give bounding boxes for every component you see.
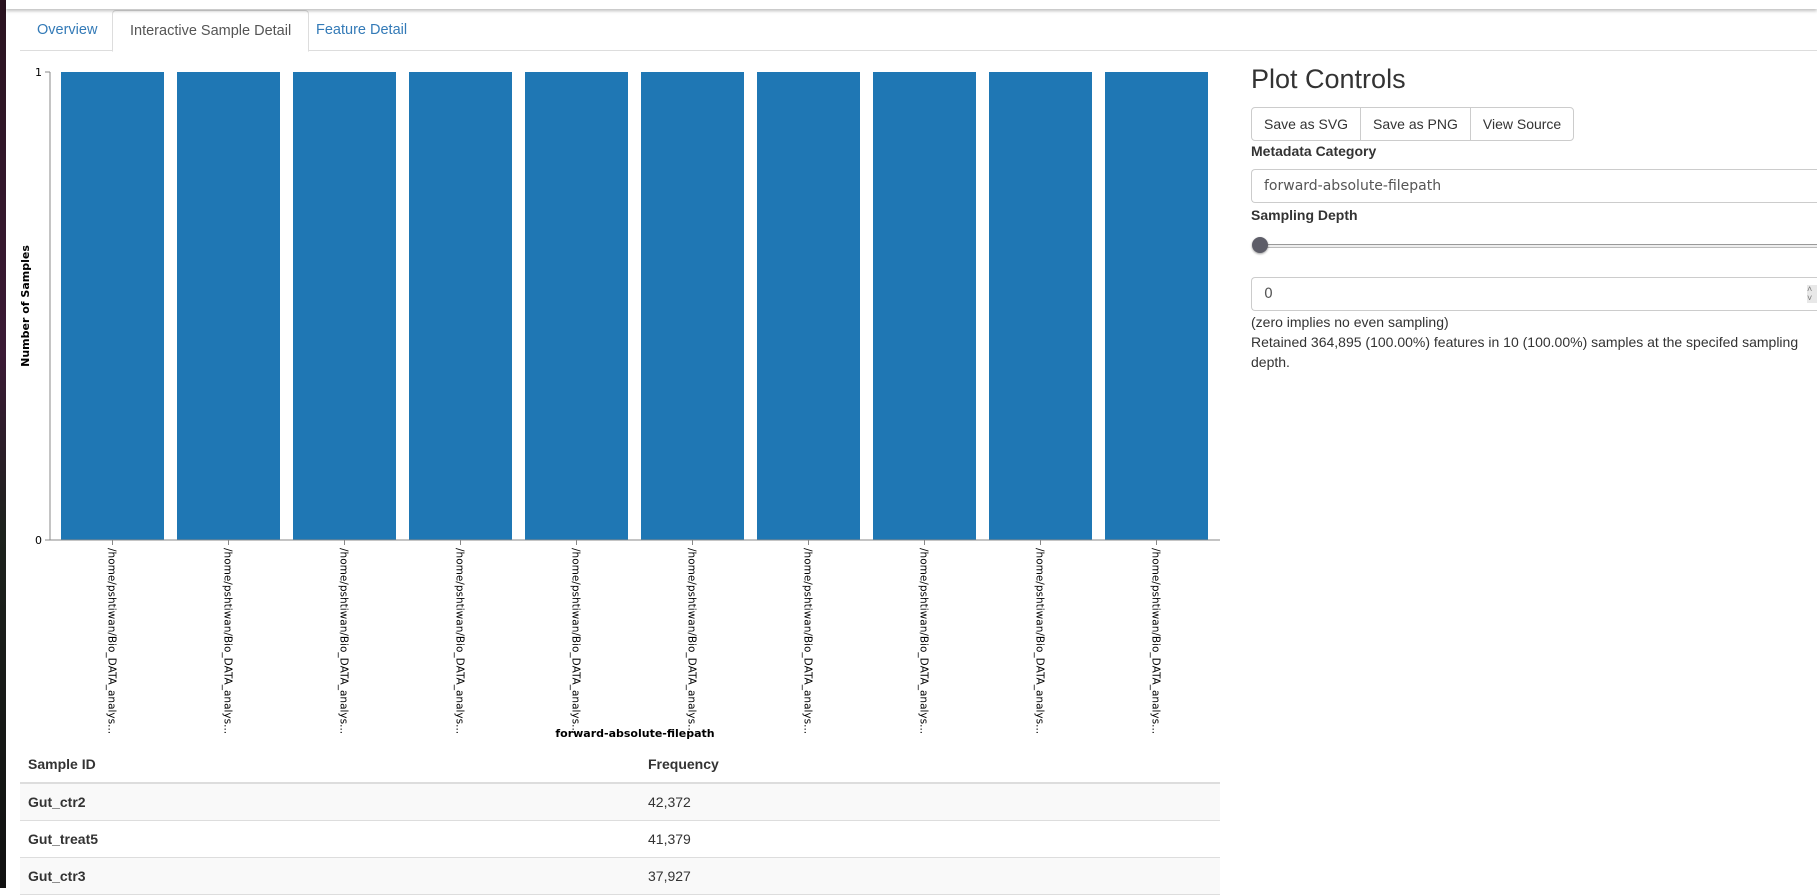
bar[interactable] [1105,72,1208,540]
x-tick-label: /home/pshtiwan/Bio_DATA_analys... [570,548,582,734]
save-png-button[interactable]: Save as PNG [1360,107,1471,141]
frequency-cell: 41,379 [640,820,1220,858]
tab-bar: Overview Interactive Sample Detail Featu… [20,10,1817,52]
y-axis-label: Number of Samples [19,245,32,367]
table-row: Gut_ctr3 37,927 [20,857,1220,895]
sampling-depth-label: Sampling Depth [1251,207,1358,223]
bar[interactable] [409,72,512,540]
bar[interactable] [757,72,860,540]
bar-chart: 1 0 Number of Samples /home/pshtiwan/Bio… [19,66,1220,740]
x-tick-label: /home/pshtiwan/Bio_DATA_analys... [106,548,118,734]
frequency-cell: 42,372 [640,783,1220,821]
bar[interactable] [873,72,976,540]
metadata-category-label: Metadata Category [1251,143,1377,159]
x-tick-label: /home/pshtiwan/Bio_DATA_analys... [686,548,698,734]
bar[interactable] [177,72,280,540]
plot-controls-title: Plot Controls [1251,64,1406,94]
frequency-cell: 37,927 [640,857,1220,895]
bar[interactable] [989,72,1092,540]
table-row: Gut_ctr2 42,372 [20,783,1220,821]
tab-feature-detail[interactable]: Feature Detail [316,22,408,38]
bar[interactable] [525,72,628,540]
sampling-depth-slider[interactable] [1251,231,1817,259]
plot-controls-panel: Plot Controls Save as SVG Save as PNG Vi… [1251,64,1817,372]
x-tick-label: /home/pshtiwan/Bio_DATA_analys... [802,548,814,734]
y-tick-label: 1 [35,66,42,79]
x-tick-label: /home/pshtiwan/Bio_DATA_analys... [1150,548,1162,734]
sample-frequency-table: Sample ID Frequency Gut_ctr2 42,372 Gut_t… [20,745,1220,895]
bar[interactable] [61,72,164,540]
browser-top-bar [6,0,1817,9]
export-button-group: Save as SVG Save as PNG View Source [1251,107,1817,141]
desktop-edge [0,0,6,888]
column-header-sample-id[interactable]: Sample ID [20,745,640,784]
bar[interactable] [293,72,396,540]
x-tick-label: /home/pshtiwan/Bio_DATA_analys... [338,548,350,734]
sample-id-cell: Gut_ctr3 [20,857,640,895]
y-tick-label: 0 [35,534,42,547]
sample-id-cell: Gut_ctr2 [20,783,640,821]
retained-note: Retained 364,895 (100.00%) features in 1… [1251,334,1799,370]
sample-id-cell: Gut_treat5 [20,820,640,858]
metadata-category-select[interactable]: forward-absolute-filepath [1251,169,1817,203]
x-tick-label: /home/pshtiwan/Bio_DATA_analys... [454,548,466,734]
x-tick-label: /home/pshtiwan/Bio_DATA_analys... [918,548,930,734]
sampling-depth-input[interactable]: 0 [1251,277,1817,311]
x-axis-label: forward-absolute-filepath [555,727,714,740]
spinner-arrows-icon[interactable]: ˄ ˅ [1807,285,1817,303]
view-source-button[interactable]: View Source [1469,107,1575,141]
tab-interactive-sample-detail[interactable]: Interactive Sample Detail [112,10,310,52]
tab-overview[interactable]: Overview [37,22,98,38]
save-svg-button[interactable]: Save as SVG [1251,107,1362,141]
table-row: Gut_treat5 41,379 [20,820,1220,858]
column-header-frequency[interactable]: Frequency [640,745,1220,784]
bar[interactable] [641,72,744,540]
x-tick-label: /home/pshtiwan/Bio_DATA_analys... [222,548,234,734]
zero-note: (zero implies no even sampling) [1251,314,1449,330]
slider-track [1259,244,1817,248]
slider-thumb[interactable] [1252,237,1268,253]
x-tick-label: /home/pshtiwan/Bio_DATA_analys... [1034,548,1046,734]
